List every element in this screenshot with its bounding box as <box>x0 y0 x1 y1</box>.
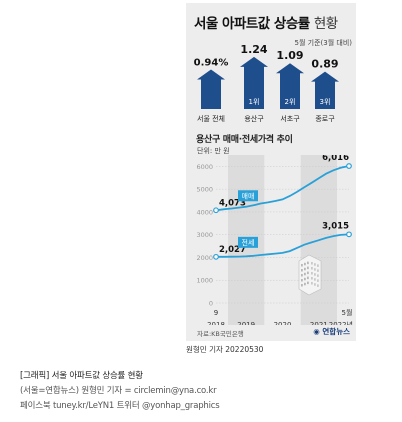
building-window <box>311 267 313 270</box>
building-window <box>314 278 316 281</box>
chart-title: 서울 아파트값 상승률 현황 <box>194 12 338 32</box>
caption-line: [그래픽] 서울 아파트값 상승률 현황 <box>20 371 143 381</box>
bar-category-label: 종로구 <box>315 115 335 123</box>
building-window <box>304 272 306 276</box>
bar-arrow <box>276 63 304 109</box>
building-window <box>304 282 306 286</box>
building-window <box>317 279 319 282</box>
series-line <box>215 165 350 212</box>
yonhap-logo: ◉ 연합뉴스 <box>313 327 350 336</box>
building-window <box>317 274 319 277</box>
unit-label: 단위: 만 원 <box>197 147 230 155</box>
start-point-marker <box>213 253 219 260</box>
start-value-label: 2,027 <box>219 245 246 255</box>
building-window <box>314 283 316 286</box>
x-year-label: 2019 <box>237 321 255 325</box>
title-light: 현황 <box>313 16 338 32</box>
y-tick-label: 4000 <box>196 208 213 216</box>
basis-note: 5월 기준(3월 대비) <box>294 39 352 47</box>
building-window <box>301 284 303 287</box>
caption-line: (서울=연합뉴스) 원형민 기자 = circlemin@yna.co.kr <box>20 386 217 396</box>
x-year-label: 2020 <box>274 321 292 325</box>
bar-category-label: 용산구 <box>244 114 264 123</box>
x-start-year-label: 2018 <box>207 321 225 325</box>
caption-line: 페이스북 tuney.kr/LeYN1 트위터 @yonhap_graphics <box>20 401 220 411</box>
caption-block: [그래픽] 서울 아파트값 상승률 현황 (서울=연합뉴스) 원형민 기자 = … <box>20 369 220 414</box>
bar-value-label: 0.89 <box>311 58 338 71</box>
logo-text: 연합뉴스 <box>322 327 350 336</box>
building-window <box>307 266 309 270</box>
building-window <box>301 279 303 282</box>
x-end-month-label: 5월 <box>342 308 353 317</box>
y-tick-label: 3000 <box>196 231 213 239</box>
series-name-tag <box>238 190 258 202</box>
x-end-year-label: 2022년 <box>329 320 353 325</box>
building-window <box>311 277 313 280</box>
bar-rank-label: 2위 <box>285 98 296 106</box>
y-tick-label: 1000 <box>196 277 213 285</box>
line-chart-title: 용산구 매매·전세가격 추이 <box>196 135 293 145</box>
start-point-marker <box>213 207 219 214</box>
y-tick-label: 2000 <box>196 254 213 262</box>
series-line <box>216 233 350 258</box>
end-value-label: 6,016 <box>322 155 349 163</box>
building-window <box>311 282 313 285</box>
infographic-panel: 서울 아파트값 상승률 현황 5월 기준(3월 대비) 0.94% 서울 전체 1.… <box>186 3 356 341</box>
bar-category-label: 서울 전체 <box>197 114 225 123</box>
source-note: 자료:KB국민은행 <box>197 330 244 338</box>
building-window <box>304 277 306 281</box>
bar-value-label: 1.24 <box>240 45 267 56</box>
building-window <box>307 261 309 265</box>
x-start-month-label: 9 <box>214 309 218 317</box>
bar-rank-label: 3위 <box>320 98 331 106</box>
start-value-label: 4,073 <box>219 198 246 208</box>
building-window <box>307 281 309 285</box>
end-point-marker <box>346 231 352 238</box>
building-window <box>314 273 316 276</box>
end-point-marker <box>346 163 352 169</box>
bar-arrow <box>311 71 339 109</box>
bar-rank-label: 1위 <box>249 98 260 106</box>
bar-value-label: 1.09 <box>276 49 303 62</box>
building-window <box>311 262 313 265</box>
price-trend-line-chart: 0 1000 2000 3000 4000 5000 6000 4,073 6,016 매매 2,0… <box>196 155 353 325</box>
building-window <box>301 274 303 277</box>
building-window <box>317 264 319 267</box>
bar-value-label: 0.94% <box>194 58 229 69</box>
bar-category-label: 서초구 <box>280 114 300 123</box>
building-window <box>301 264 303 267</box>
series-name-label: 전세 <box>242 238 255 247</box>
building-window <box>317 284 319 287</box>
building-window <box>311 272 313 275</box>
building-window <box>317 269 319 272</box>
y-tick-label: 6000 <box>196 163 213 171</box>
series-name-tag <box>238 236 258 248</box>
building-window <box>314 268 316 271</box>
y-tick-label: 0 <box>209 300 213 308</box>
building-window <box>307 271 309 275</box>
building-window <box>301 269 303 272</box>
reporter-credit: 원형민 기자 20220530 <box>186 345 264 354</box>
end-value-label: 3,015 <box>322 221 349 231</box>
bar-arrow <box>240 56 268 109</box>
building-window <box>304 267 306 271</box>
bar-arrow <box>197 69 225 109</box>
building-window <box>314 263 316 266</box>
x-year-label: 2021 <box>310 321 328 325</box>
title-bold: 서울 아파트값 상승률 <box>194 16 310 32</box>
building-window <box>304 262 306 266</box>
building-window <box>307 276 309 280</box>
series-name-label: 매매 <box>242 192 255 200</box>
y-tick-label: 5000 <box>196 186 213 194</box>
